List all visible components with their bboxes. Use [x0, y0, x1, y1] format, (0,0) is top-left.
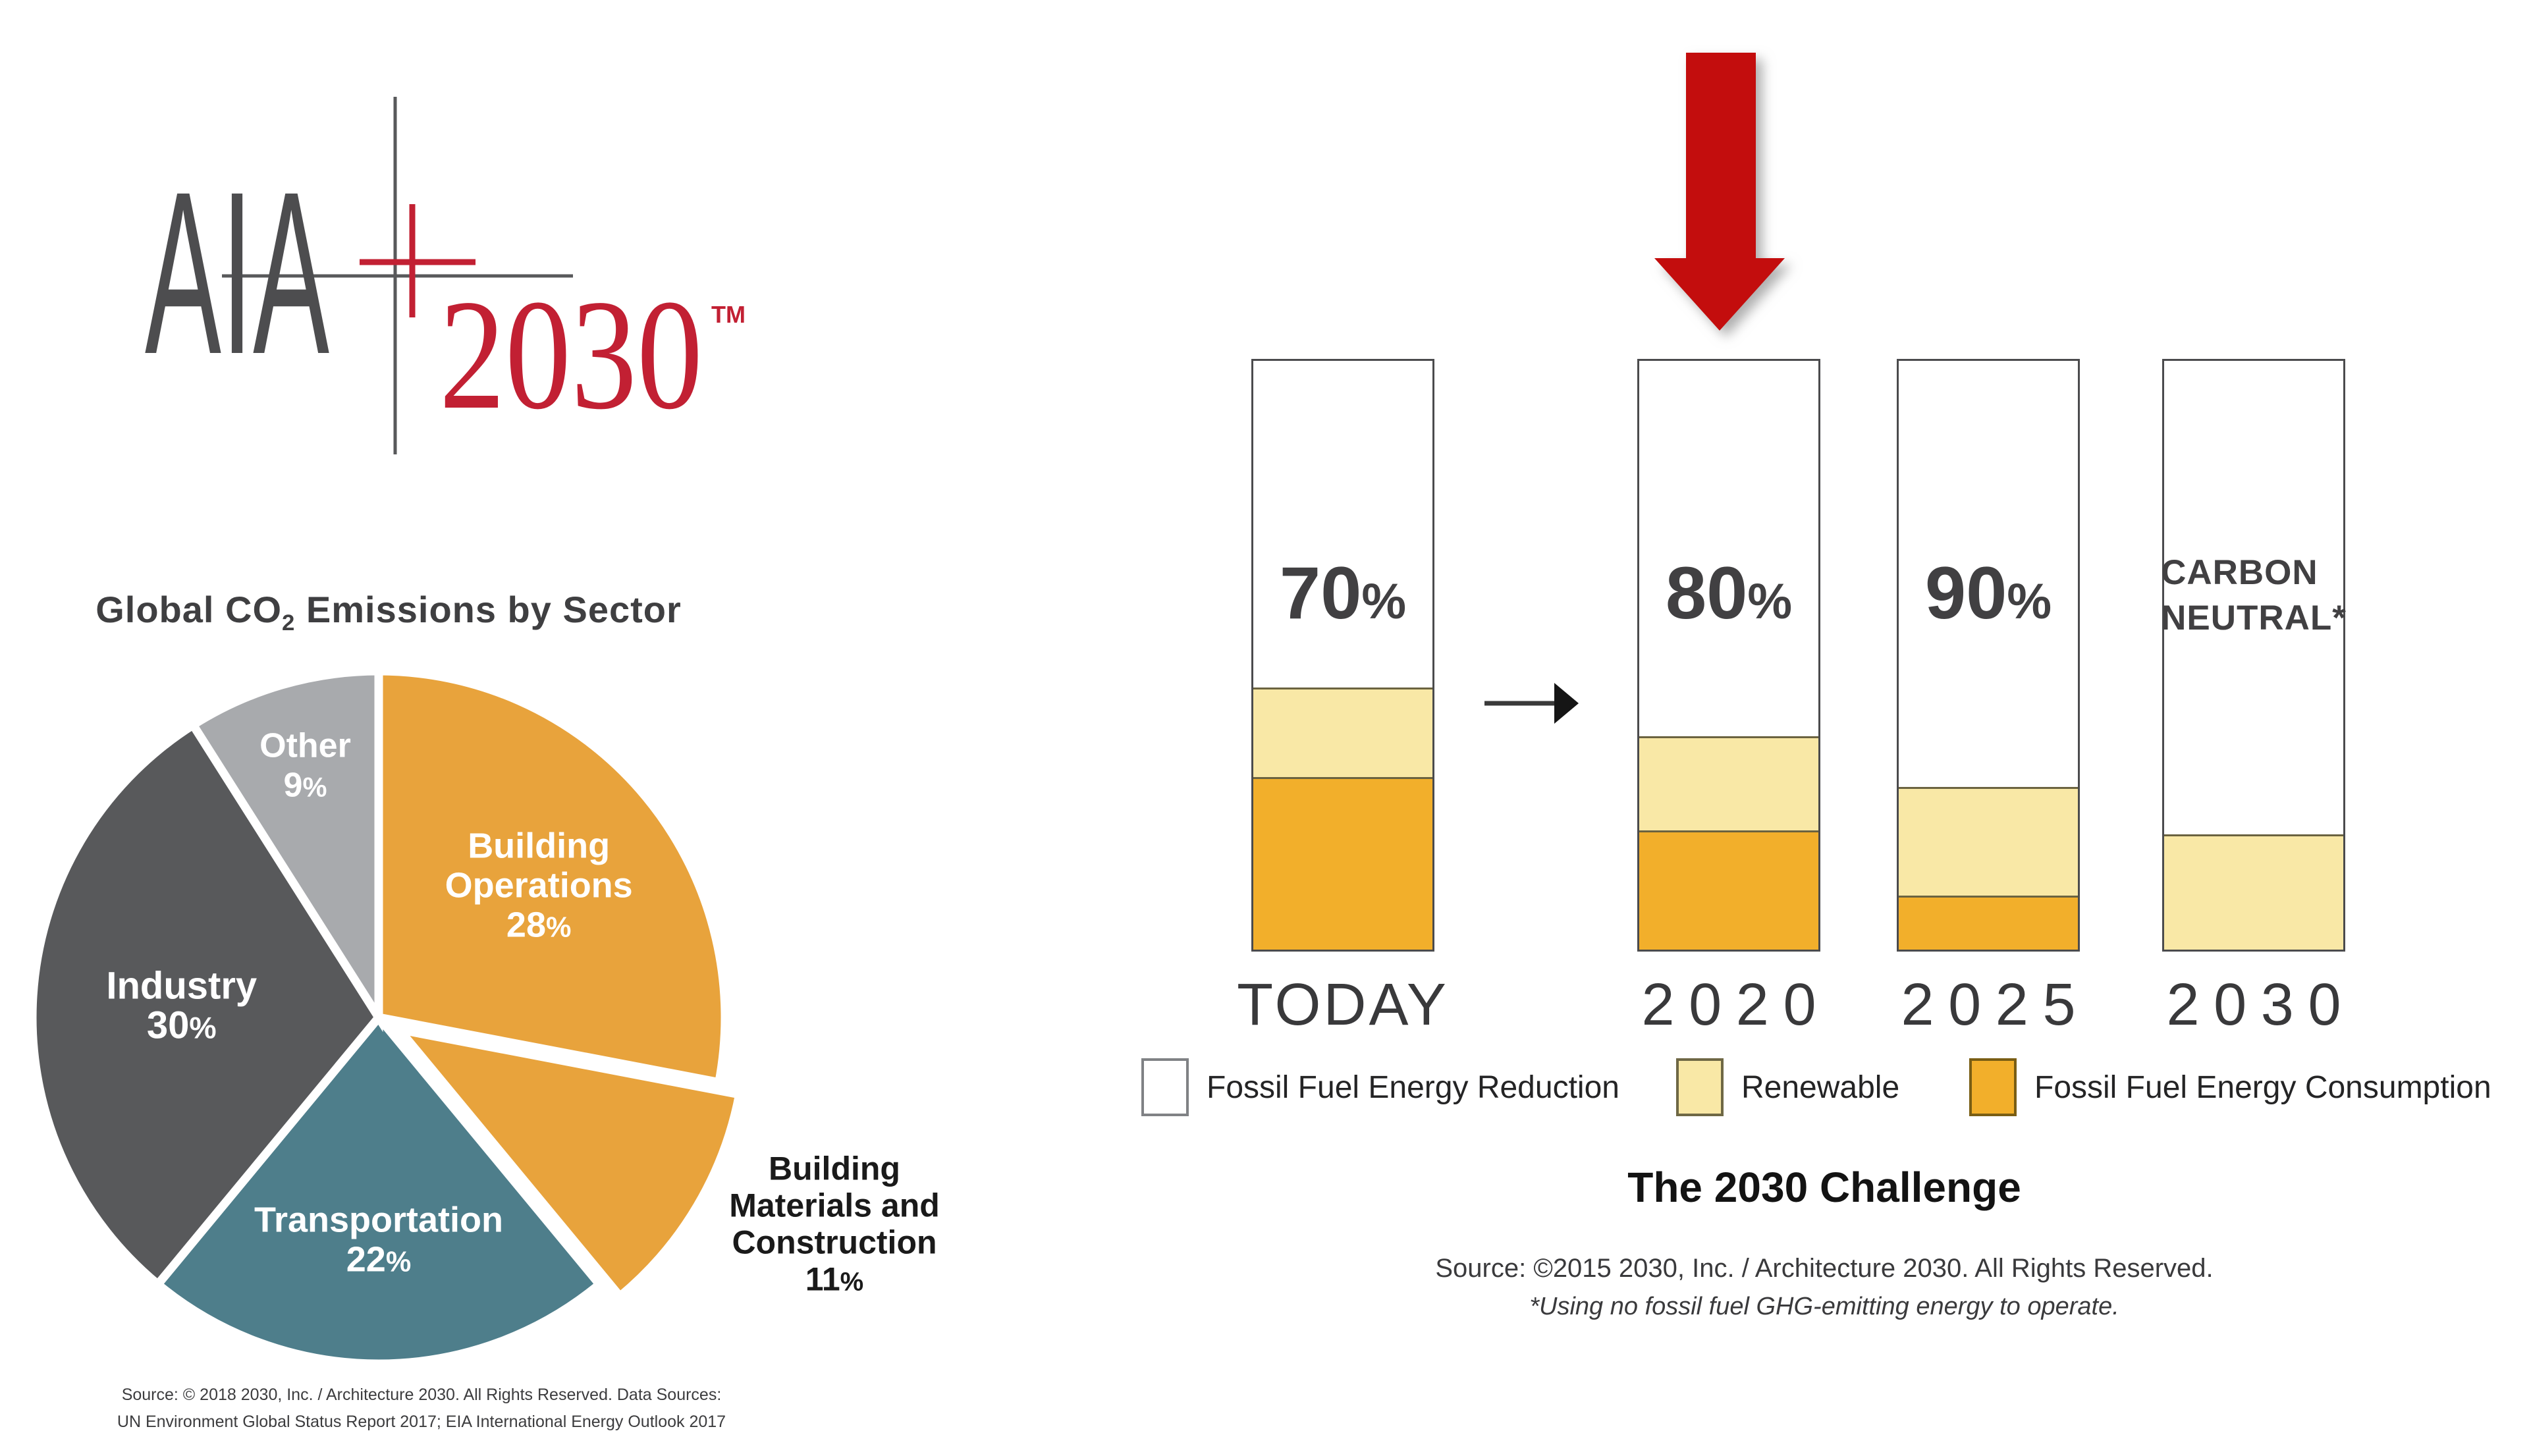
logo-tm-mark: TM	[711, 301, 746, 328]
legend-item-reduction: Fossil Fuel Energy Reduction	[1141, 1057, 1619, 1118]
legend-item-consumption: Fossil Fuel Energy Consumption	[1969, 1057, 2491, 1118]
right-arrow-icon	[1484, 683, 1579, 724]
bar-2030: CARBON NEUTRAL*	[2161, 359, 2346, 952]
bar-source-line2: *Using no fossil fuel GHG-emitting energ…	[1529, 1293, 2119, 1320]
pie-label-building-operations: Building Operations 28%	[445, 826, 633, 945]
bar-2020: 80%	[1637, 359, 1820, 952]
red-down-arrow-icon	[1654, 53, 1785, 331]
x-axis-label-2030: 2030	[2166, 972, 2356, 1038]
bar-2020-renewable-segment	[1639, 736, 1818, 831]
logo-2030-text: 2030	[439, 267, 703, 442]
bar-2025: 90%	[1897, 359, 2080, 952]
stacked-bar-chart: 70% TODAY 80% 2020 90% 2025 CARBON NEUTRAL* 2030	[1237, 359, 2351, 1096]
pie-label-other: Other 9%	[259, 726, 351, 804]
legend-label-reduction: Fossil Fuel Energy Reduction	[1207, 1069, 1619, 1105]
bar-2025-consumption-segment	[1899, 895, 2078, 950]
bar-chart-title: The 2030 Challenge	[1627, 1164, 2021, 1211]
legend-swatch-consumption-icon	[1969, 1058, 2017, 1116]
legend-swatch-reduction-icon	[1141, 1058, 1189, 1116]
pie-source-line2: UN Environment Global Status Report 2017…	[117, 1413, 726, 1432]
legend-label-renewable: Renewable	[1741, 1069, 1900, 1105]
logo-aia-text: AIA	[145, 143, 330, 402]
x-axis-label-today: TODAY	[1237, 972, 1449, 1038]
bar-2025-renewable-segment	[1899, 787, 2078, 896]
pie-slice-building-materials-and-construction	[388, 1023, 745, 1303]
pie-slice-transportation	[151, 1010, 606, 1368]
bar-source-line1: Source: ©2015 2030, Inc. / Architecture …	[1435, 1254, 2214, 1283]
legend-label-consumption: Fossil Fuel Energy Consumption	[2034, 1069, 2491, 1105]
aia-2030-logo: AIA 2030 TM	[145, 97, 746, 454]
pie-title-subscript: 2	[282, 610, 296, 636]
pie-chart-title: Global CO2 Emissions by Sector	[10, 588, 767, 636]
pie-title-prefix: Global CO	[95, 589, 283, 630]
pie-label-building-materials-and-construction: Building Materials and Construction 11%	[729, 1150, 940, 1298]
pie-slice-building-operations	[374, 666, 730, 1088]
bar-value-label-today: 70%	[1279, 552, 1407, 634]
pie-title-suffix: Emissions by Sector	[295, 589, 682, 630]
bar-today-consumption-segment	[1253, 777, 1432, 950]
bar-2020-consumption-segment	[1639, 830, 1818, 950]
legend-item-renewable: Renewable	[1676, 1057, 1899, 1118]
pie-label-transportation: Transportation 22%	[254, 1200, 503, 1280]
pie-label-industry: Industry 30%	[106, 964, 257, 1046]
bar-2030-renewable-segment	[2164, 834, 2343, 950]
pie-source-note: Source: © 2018 2030, Inc. / Architecture…	[53, 1382, 790, 1436]
bar-value-label-2030: CARBON NEUTRAL*	[2161, 553, 2347, 637]
bar-value-label-2025: 90%	[1924, 552, 2052, 634]
pie-source-line1: Source: © 2018 2030, Inc. / Architecture…	[121, 1386, 722, 1404]
pie-chart: Building Operations 28% Building Materials a…	[28, 666, 940, 1368]
bar-chart-source-note: Source: ©2015 2030, Inc. / Architecture …	[1317, 1249, 2331, 1326]
pie-slice-industry	[28, 718, 385, 1291]
bar-value-label-2020: 80%	[1665, 552, 1793, 634]
x-axis-label-2025: 2025	[1901, 972, 2090, 1038]
pie-slice-other	[187, 666, 383, 1033]
bar-today-renewable-segment	[1253, 688, 1432, 778]
x-axis-label-2020: 2020	[1641, 972, 1831, 1038]
bar-today: 70%	[1251, 359, 1434, 952]
legend-swatch-renewable-icon	[1676, 1058, 1724, 1116]
